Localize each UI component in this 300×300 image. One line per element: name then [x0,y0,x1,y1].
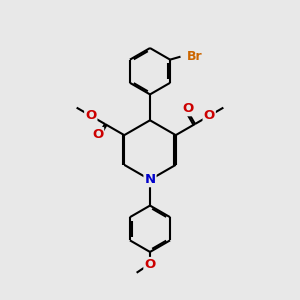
Text: O: O [144,258,156,271]
Text: N: N [144,173,156,186]
Text: O: O [182,102,193,115]
Text: O: O [85,109,96,122]
Text: O: O [92,128,103,141]
Text: O: O [204,109,215,122]
Text: Br: Br [186,50,202,63]
